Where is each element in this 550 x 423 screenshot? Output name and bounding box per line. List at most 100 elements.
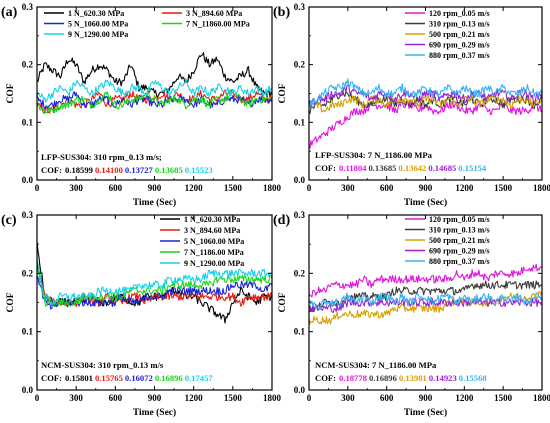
- panel-label: (d): [273, 213, 290, 228]
- y-tick-label: 0.0: [294, 385, 306, 395]
- x-tick-label: 600: [380, 393, 394, 403]
- y-axis-label: COF: [6, 292, 16, 312]
- cof-annotation: COF: 0.18778 0.16896 0.13981 0.14923 0.15568: [315, 373, 487, 383]
- x-axis-label: Time (Sec): [133, 407, 176, 418]
- y-tick-label: 0.3: [22, 210, 34, 220]
- legend-entry: 9 N_1290.00 MPa: [68, 30, 128, 39]
- x-tick-label: 900: [148, 393, 162, 403]
- cof-value: 0.14923: [429, 373, 457, 383]
- cof-prefix: COF:: [41, 373, 62, 383]
- y-tick-label: 0.1: [22, 117, 34, 127]
- x-tick-label: 0: [35, 183, 40, 193]
- legend-entry: 120 rpm_0.05 m/s: [429, 9, 490, 18]
- x-tick-label: 900: [148, 183, 162, 193]
- legend-entry: 5 N_1060.00 MPa: [184, 237, 244, 246]
- legend-entry: 1 N_620.30 MPa: [184, 215, 240, 224]
- condition-annotation: NCM-SUS304: 7 N_1186.00 MPa: [315, 360, 437, 370]
- legend-entry: 7 N_1186.00 MPa: [184, 248, 244, 257]
- y-tick-label: 0.0: [22, 175, 34, 185]
- x-tick-label: 1200: [455, 393, 474, 403]
- legend-entry: 1 N_620.30 MPa: [68, 9, 124, 18]
- x-tick-label: 1500: [224, 183, 243, 193]
- series-line-4: [309, 84, 542, 108]
- panel-label: (b): [273, 5, 290, 20]
- x-tick-label: 1800: [263, 393, 282, 403]
- panel-label: (c): [1, 213, 17, 228]
- x-tick-label: 300: [69, 183, 83, 193]
- x-tick-label: 1800: [533, 393, 550, 403]
- x-tick-label: 300: [69, 393, 83, 403]
- series-line-5: [309, 292, 542, 311]
- series-line-5: [309, 78, 542, 107]
- y-tick-label: 0.1: [294, 327, 306, 337]
- cof-value: 0.13727: [125, 165, 154, 175]
- series-line-4: [37, 269, 272, 307]
- series-line-1: [37, 52, 272, 99]
- series-line-1: [309, 263, 542, 298]
- x-tick-label: 1200: [455, 183, 474, 193]
- legend-entry: 5 N_1060.00 MPa: [68, 20, 128, 29]
- legend-entry: 120 rpm_0.05 m/s: [429, 215, 490, 224]
- x-tick-label: 0: [35, 393, 40, 403]
- y-axis-label: COF: [6, 83, 16, 103]
- cof-prefix: COF:: [315, 373, 336, 383]
- panel-label: (a): [1, 5, 18, 20]
- cof-prefix: COF:: [41, 165, 62, 175]
- legend-entry: 880 rpm_0.37 m/s: [429, 257, 490, 266]
- x-tick-label: 900: [419, 183, 433, 193]
- cof-value: 0.16896: [155, 373, 184, 383]
- legend: 1 N_620.30 MPa 3 N_894.60 MPa 5 N_1060.00 …: [44, 9, 250, 39]
- x-axis-label: Time (Sec): [404, 197, 447, 208]
- legend-entry: 3 N_894.60 MPa: [186, 9, 242, 18]
- cof-value: 0.17457: [185, 373, 214, 383]
- cof-value: 0.15801: [65, 373, 93, 383]
- x-tick-label: 300: [341, 183, 355, 193]
- series-line-3: [37, 91, 272, 110]
- cof-value: 0.13642: [398, 163, 426, 173]
- series-line-1: [309, 100, 542, 149]
- x-tick-label: 0: [307, 183, 312, 193]
- legend: 1 N_620.30 MPa 3 N_894.60 MPa 5 N_1060.00 …: [160, 215, 244, 268]
- y-tick-label: 0.0: [22, 385, 34, 395]
- cof-value: 0.15568: [459, 373, 488, 383]
- y-tick-label: 0.3: [294, 210, 306, 220]
- x-tick-label: 900: [419, 393, 433, 403]
- legend-entry: 7 N_11860.00 MPa: [186, 20, 250, 29]
- x-tick-label: 1500: [494, 393, 513, 403]
- cof-value: 0.13981: [399, 373, 427, 383]
- condition-annotation: NCM-SUS304: 310 rpm_0.13 m/s: [41, 360, 164, 370]
- cof-annotation: COF: 0.18599 0.14100 0.13727 0.13685 0.15523: [41, 165, 213, 175]
- cof-annotation: COF: 0.11804 0.13685 0.13642 0.14685 0.15154: [315, 163, 487, 173]
- cof-value: 0.15523: [185, 165, 213, 175]
- panel-a: 0 300 600 900 1200 1500 1800 0.0 0.1 0.2 0.3 Time (…: [1, 2, 282, 208]
- condition-annotation: LFP-SUS304: 7 N_1186.00 MPa: [315, 150, 433, 160]
- y-tick-label: 0.2: [22, 60, 34, 70]
- y-tick-label: 0.1: [22, 327, 34, 337]
- cof-value: 0.13685: [155, 165, 183, 175]
- x-tick-label: 1500: [224, 393, 243, 403]
- cof-value: 0.18599: [65, 165, 93, 175]
- x-tick-label: 600: [109, 393, 123, 403]
- x-axis-label: Time (Sec): [404, 407, 447, 418]
- x-axis-label: Time (Sec): [133, 197, 176, 208]
- cof-value: 0.11804: [339, 163, 367, 173]
- legend-entry: 690 rpm_0.29 m/s: [429, 41, 490, 50]
- legend-entry: 9 N_1290.00 MPa: [184, 259, 244, 268]
- legend-entry: 310 rpm_0.13 m/s: [429, 226, 490, 235]
- legend-entry: 500 rpm_0.21 m/s: [429, 236, 490, 245]
- cof-value: 0.14685: [428, 163, 456, 173]
- legend-entry: 880 rpm_0.37 m/s: [429, 51, 490, 60]
- panel-d: 0 300 600 900 1200 1500 1800 0.0 0.1 0.2 0.3 Time (…: [273, 210, 550, 418]
- y-axis-label: COF: [278, 292, 288, 312]
- condition-annotation: LFP-SUS304: 310 rpm_0.13 m/s;: [41, 152, 162, 162]
- series-line-3: [309, 94, 542, 113]
- y-tick-label: 0.3: [294, 2, 306, 12]
- cof-prefix: COF:: [315, 163, 336, 173]
- series-line-4: [309, 297, 542, 313]
- cof-value: 0.16896: [369, 373, 398, 383]
- panel-b: 0 300 600 900 1200 1500 1800 0.0 0.1 0.2 0.3 Time (…: [273, 2, 550, 208]
- y-tick-label: 0.2: [294, 60, 306, 70]
